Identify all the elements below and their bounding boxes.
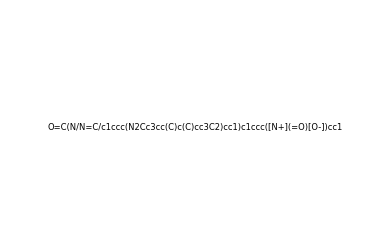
- Text: O=C(N/N=C/c1ccc(N2Cc3cc(C)c(C)cc3C2)cc1)c1ccc([N+](=O)[O-])cc1: O=C(N/N=C/c1ccc(N2Cc3cc(C)c(C)cc3C2)cc1)…: [48, 123, 343, 132]
